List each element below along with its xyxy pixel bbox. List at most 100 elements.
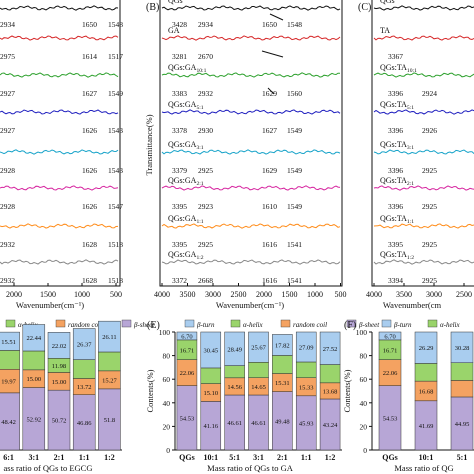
legend-label: α-helix: [440, 321, 461, 329]
data-label: 15.51: [1, 339, 16, 346]
data-label: 15.31: [275, 380, 290, 387]
x-tick-label: 500: [110, 290, 122, 299]
peak-label: 2932: [198, 89, 213, 98]
spectrum-line: [161, 185, 341, 191]
y-tick-label: 0: [166, 446, 170, 455]
bar-segment: [98, 351, 121, 372]
y-tick-label: 60: [360, 375, 368, 384]
data-label: 46.61: [251, 420, 266, 427]
data-label: 52.92: [26, 416, 41, 423]
x-tick-label: 1500: [282, 290, 298, 299]
bar-segment: [450, 331, 474, 363]
peak-label: 1610: [262, 202, 277, 211]
bar-segment: [22, 350, 46, 371]
x-axis-label: Mass ratio of QG: [394, 463, 453, 473]
data-label: 54.53: [383, 415, 398, 422]
peak-label: 1627: [82, 89, 97, 98]
data-label: 16.68: [419, 388, 434, 395]
peak-label: 3395: [172, 202, 187, 211]
peak-label: 1650: [262, 20, 277, 29]
bar-segment: [414, 331, 438, 364]
legend-swatch: [346, 319, 357, 328]
x-axis-label: ass ratio of QGs to EGCG: [3, 463, 92, 473]
spectrum-line: [161, 5, 341, 11]
ftir-frame: [0, 0, 121, 287]
bar-segment: [72, 328, 96, 360]
peak-label: 3367: [388, 52, 403, 61]
peak-label: 1629: [262, 166, 277, 175]
legend-label: random coil: [293, 321, 327, 329]
x-tick-label: 3500: [180, 290, 196, 299]
data-label: 30.28: [455, 345, 470, 352]
peak-label: 2670: [198, 52, 213, 61]
legend-label: β-turn: [196, 321, 215, 329]
y-tick-label: 20: [360, 422, 368, 431]
ftir-frame: [159, 0, 343, 287]
y-axis-label: Transmittance(%): [144, 114, 154, 175]
peak-arrow: [261, 50, 284, 58]
spectrum-line: [161, 259, 341, 265]
data-label: 27.09: [299, 344, 314, 351]
peak-label: 2975: [0, 52, 15, 61]
data-label: 13.72: [77, 384, 92, 391]
data-label: 14.65: [251, 384, 266, 391]
category-label: 6:1: [3, 453, 14, 462]
peak-label: 2932: [0, 240, 15, 249]
y-tick-label: 80: [163, 352, 171, 361]
data-label: 27.52: [323, 346, 338, 353]
peak-label: 3428: [172, 20, 187, 29]
legend-swatch: [280, 319, 291, 328]
peak-label: 2668: [198, 276, 213, 285]
y-tick-label: 80: [360, 352, 368, 361]
bar-segment: [414, 363, 438, 382]
peak-label: 2928: [0, 166, 15, 175]
peak-label: 2925: [198, 166, 213, 175]
y-tick-label: 20: [163, 422, 171, 431]
x-tick-label: 1000: [307, 290, 323, 299]
x-tick-label: 500: [335, 290, 347, 299]
peak-label: 1543: [108, 166, 123, 175]
data-label: 16.71: [383, 347, 398, 354]
peak-label: 1548: [287, 20, 302, 29]
data-label: 15.27: [102, 377, 117, 384]
spectrum-line: [161, 35, 341, 41]
peak-label: 1549: [287, 166, 302, 175]
bar-segment: [0, 350, 20, 370]
peak-label: 1518: [108, 276, 123, 285]
category-label: 2:1: [54, 453, 65, 462]
legend-swatch: [427, 319, 438, 328]
x-tick-label: 3500: [396, 290, 412, 299]
series-label: QGs:TA5:1: [380, 100, 414, 111]
spectrum-line: [0, 223, 119, 229]
spectrum-line: [373, 72, 474, 78]
data-label: 49.48: [275, 418, 290, 425]
category-label: 5:1: [229, 453, 240, 462]
data-label: 6.70: [384, 333, 395, 340]
y-tick-label: 100: [356, 328, 368, 337]
peak-label: 2927: [0, 126, 15, 135]
peak-label: 1549: [108, 89, 123, 98]
bar-segment: [319, 331, 341, 365]
bar-segment: [200, 367, 222, 384]
series-label: QGs: [168, 0, 183, 5]
bar-segment: [0, 331, 20, 351]
x-tick-label: 2500: [456, 290, 472, 299]
panel-letter: (F): [344, 320, 356, 331]
category-label: 2:1: [277, 453, 288, 462]
data-label: 28.49: [227, 346, 242, 353]
bar-segment: [200, 331, 222, 369]
peak-label: 1629: [262, 89, 277, 98]
data-label: 22.44: [26, 335, 41, 342]
series-label: QGs:GA3:1: [168, 140, 204, 151]
peak-label: 2924: [422, 89, 437, 98]
category-label: QGs: [179, 453, 195, 462]
peak-label: 1616: [262, 240, 277, 249]
series-label: QGs:GA5:1: [168, 100, 204, 111]
data-label: 44.95: [455, 421, 470, 428]
data-label: 15.00: [26, 376, 41, 383]
peak-label: 1543: [108, 126, 123, 135]
peak-label: 2923: [198, 202, 213, 211]
spectrum-line: [373, 223, 474, 229]
peak-label: 2928: [0, 202, 15, 211]
peak-label: 2930: [198, 126, 213, 135]
